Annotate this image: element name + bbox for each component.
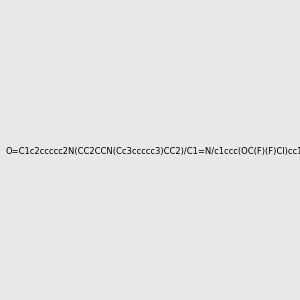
Text: O=C1c2ccccc2N(CC2CCN(Cc3ccccc3)CC2)/C1=N/c1ccc(OC(F)(F)Cl)cc1: O=C1c2ccccc2N(CC2CCN(Cc3ccccc3)CC2)/C1=N… [5,147,300,156]
